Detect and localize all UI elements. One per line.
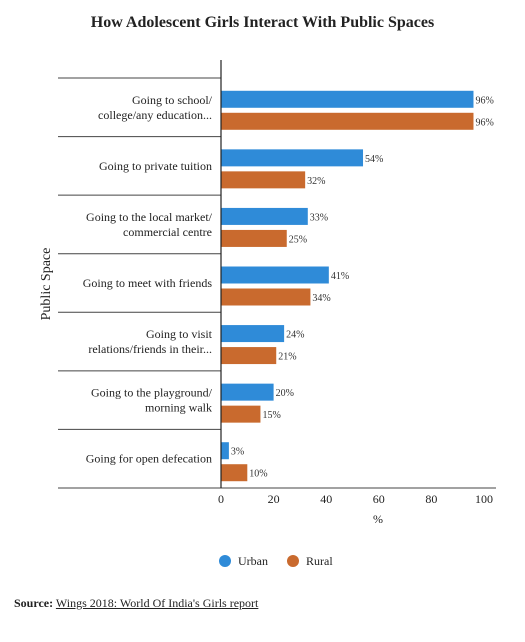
data-label-urban: 33% <box>310 212 328 223</box>
bar-rural <box>221 112 474 130</box>
x-tick-label: 0 <box>218 492 224 506</box>
data-label-rural: 10% <box>249 469 267 480</box>
category-label: Going to meet with friends <box>83 276 213 290</box>
bar-urban <box>221 383 274 401</box>
x-axis-label: % <box>373 512 383 526</box>
data-label-rural: 96% <box>475 117 493 128</box>
x-tick-label: 80 <box>425 492 437 506</box>
data-label-urban: 96% <box>475 95 493 106</box>
data-label-rural: 32% <box>307 176 325 187</box>
data-label-urban: 41% <box>331 271 349 282</box>
category-label-line: Going for open defecation <box>86 452 212 466</box>
bar-rural <box>221 171 306 189</box>
category-label-line: Going to private tuition <box>99 159 212 173</box>
bar-rural <box>221 288 311 306</box>
x-tick-label: 60 <box>373 492 385 506</box>
bar-urban <box>221 90 474 108</box>
source-link[interactable]: Wings 2018: World Of India's Girls repor… <box>55 596 259 610</box>
data-label-urban: 24% <box>286 330 304 341</box>
category-label-line: Going to school/ <box>132 93 213 107</box>
category-label: Going to visit relations/friends in their… <box>88 327 212 356</box>
bar-urban <box>221 266 329 284</box>
y-axis-label: Public Space <box>39 248 54 321</box>
legend-label-urban: Urban <box>238 554 268 568</box>
category-label-line: Going to visit <box>146 327 213 341</box>
category-label-line: commercial centre <box>123 225 212 239</box>
category-label-line: Going to the local market/ <box>86 210 213 224</box>
bar-urban <box>221 207 308 225</box>
category-label-line: relations/friends in their... <box>88 342 212 356</box>
category-label-line: college/any education... <box>98 108 212 122</box>
x-tick-label: 20 <box>268 492 280 506</box>
category-label-line: morning walk <box>145 401 212 415</box>
bar-rural <box>221 229 287 247</box>
category-label-line: Going to the playground/ <box>91 386 213 400</box>
bar-rural <box>221 347 277 365</box>
data-label-urban: 54% <box>365 154 383 165</box>
chart-title: How Adolescent Girls Interact With Publi… <box>90 14 435 31</box>
legend-swatch-rural <box>287 555 299 567</box>
x-tick-label: 100 <box>475 492 493 506</box>
bar-rural <box>221 464 248 482</box>
bar-urban <box>221 149 364 167</box>
bar-urban <box>221 442 229 460</box>
category-label: Going to the playground/morning walk <box>91 386 213 415</box>
bar-urban <box>221 325 285 343</box>
category-label: Going for open defecation <box>86 452 212 466</box>
data-label-rural: 25% <box>289 234 307 245</box>
data-label-urban: 20% <box>276 388 294 399</box>
data-label-rural: 21% <box>278 352 296 363</box>
x-tick-label: 40 <box>320 492 332 506</box>
bar-rural <box>221 405 261 423</box>
category-label: Going to school/college/any education... <box>98 93 213 122</box>
source-label: Source: <box>14 596 54 610</box>
data-label-rural: 34% <box>312 293 330 304</box>
category-label: Going to the local market/commercial cen… <box>86 210 213 239</box>
data-label-urban: 3% <box>231 447 244 458</box>
category-label: Going to private tuition <box>99 159 212 173</box>
legend-swatch-urban <box>219 555 231 567</box>
data-label-rural: 15% <box>262 410 280 421</box>
legend-label-rural: Rural <box>306 554 333 568</box>
category-label-line: Going to meet with friends <box>83 276 213 290</box>
source-note: Source: Wings 2018: World Of India's Gir… <box>14 596 258 611</box>
